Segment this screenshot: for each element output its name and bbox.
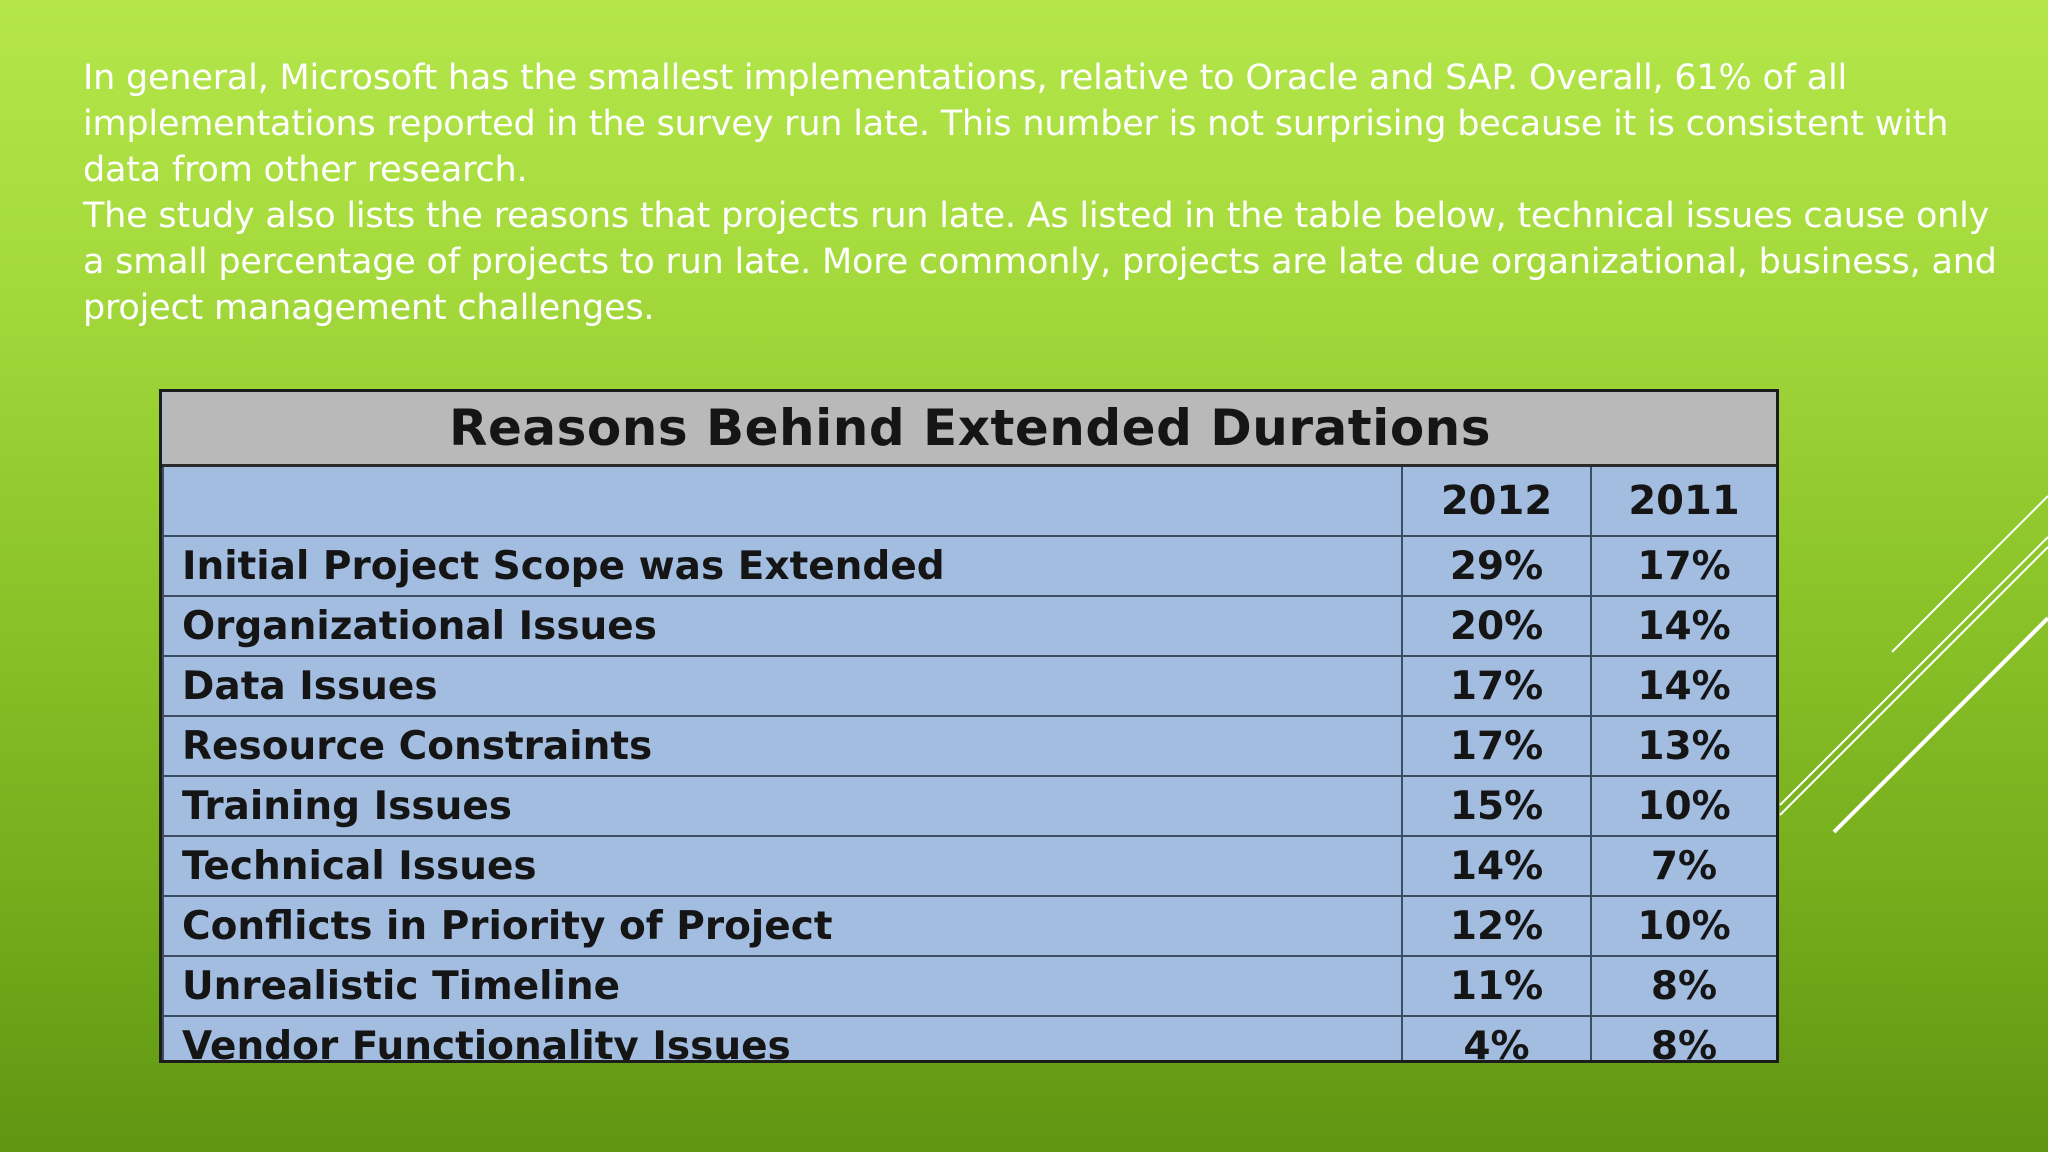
value-2012-cell: 29% xyxy=(1401,535,1592,597)
reason-cell: Unrealistic Timeline xyxy=(162,955,1403,1017)
table-row: Training Issues 15% 10% xyxy=(162,775,1776,837)
reason-cell: Initial Project Scope was Extended xyxy=(162,535,1403,597)
value-2011-cell: 14% xyxy=(1589,595,1776,657)
value-2011-cell: 8% xyxy=(1589,955,1776,1017)
table-header-row: 2012 2011 xyxy=(162,464,1776,537)
header-label-cell xyxy=(162,464,1403,537)
deco-line-1 xyxy=(1891,495,2048,653)
table-row: Organizational Issues 20% 14% xyxy=(162,595,1776,657)
table-row: Resource Constraints 17% 13% xyxy=(162,715,1776,777)
deco-line-2 xyxy=(1779,536,2048,806)
value-2012-cell: 4% xyxy=(1401,1015,1592,1060)
value-2011-cell: 14% xyxy=(1589,655,1776,717)
slide-body-text: In general, Microsoft has the smallest i… xyxy=(83,55,2013,331)
header-2012: 2012 xyxy=(1401,464,1592,537)
table-row: Data Issues 17% 14% xyxy=(162,655,1776,717)
value-2011-cell: 7% xyxy=(1589,835,1776,897)
value-2012-cell: 11% xyxy=(1401,955,1592,1017)
value-2011-cell: 8% xyxy=(1589,1015,1776,1060)
table-title: Reasons Behind Extended Durations xyxy=(163,392,1776,467)
value-2012-cell: 14% xyxy=(1401,835,1592,897)
durations-table: Reasons Behind Extended Durations 2012 2… xyxy=(159,389,1779,1063)
table-row: Initial Project Scope was Extended 29% 17% xyxy=(162,535,1776,597)
reason-cell: Organizational Issues xyxy=(162,595,1403,657)
value-2011-cell: 10% xyxy=(1589,775,1776,837)
durations-table-grid: Reasons Behind Extended Durations 2012 2… xyxy=(162,392,1776,1060)
value-2012-cell: 15% xyxy=(1401,775,1592,837)
paragraph-reasons: The study also lists the reasons that pr… xyxy=(83,196,1997,328)
value-2012-cell: 20% xyxy=(1401,595,1592,657)
paragraph-overview: In general, Microsoft has the smallest i… xyxy=(83,58,1949,190)
value-2011-cell: 13% xyxy=(1589,715,1776,777)
reason-cell: Training Issues xyxy=(162,775,1403,837)
table-title-row: Reasons Behind Extended Durations xyxy=(163,392,1776,467)
reason-cell: Vendor Functionality Issues xyxy=(162,1015,1403,1060)
table-row: Vendor Functionality Issues 4% 8% xyxy=(162,1015,1776,1060)
table-row: Technical Issues 14% 7% xyxy=(162,835,1776,897)
reason-cell: Data Issues xyxy=(162,655,1403,717)
reason-cell: Resource Constraints xyxy=(162,715,1403,777)
reason-cell: Conflicts in Priority of Project xyxy=(162,895,1403,957)
table-row: Conflicts in Priority of Project 12% 10% xyxy=(162,895,1776,957)
value-2012-cell: 17% xyxy=(1401,655,1592,717)
deco-line-3 xyxy=(1779,546,2048,816)
value-2011-cell: 17% xyxy=(1589,535,1776,597)
value-2012-cell: 12% xyxy=(1401,895,1592,957)
reason-cell: Technical Issues xyxy=(162,835,1403,897)
value-2012-cell: 17% xyxy=(1401,715,1592,777)
header-2011: 2011 xyxy=(1589,464,1776,537)
table-row: Unrealistic Timeline 11% 8% xyxy=(162,955,1776,1017)
deco-line-4 xyxy=(1832,616,2048,834)
value-2011-cell: 10% xyxy=(1589,895,1776,957)
